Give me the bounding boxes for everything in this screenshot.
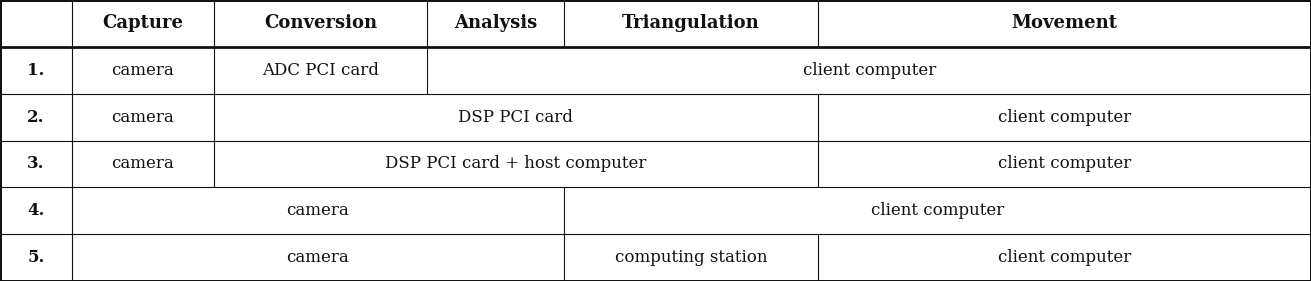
Bar bbox=[427, 0, 564, 47]
Text: 4.: 4. bbox=[28, 202, 45, 219]
Text: 1.: 1. bbox=[28, 62, 45, 79]
Bar bbox=[72, 0, 214, 47]
Text: computing station: computing station bbox=[615, 249, 767, 266]
Text: camera: camera bbox=[111, 62, 174, 79]
Text: client computer: client computer bbox=[802, 62, 936, 79]
Text: client computer: client computer bbox=[998, 249, 1131, 266]
Text: camera: camera bbox=[287, 202, 349, 219]
Bar bbox=[0, 47, 1311, 94]
Bar bbox=[0, 234, 1311, 281]
Bar bbox=[564, 0, 818, 47]
Bar bbox=[214, 0, 427, 47]
Text: camera: camera bbox=[287, 249, 349, 266]
Text: client computer: client computer bbox=[998, 108, 1131, 126]
Bar bbox=[0, 0, 72, 47]
Text: DSP PCI card: DSP PCI card bbox=[459, 108, 573, 126]
Text: camera: camera bbox=[111, 108, 174, 126]
Text: camera: camera bbox=[111, 155, 174, 173]
Text: Capture: Capture bbox=[102, 14, 184, 32]
Text: Analysis: Analysis bbox=[454, 14, 538, 32]
Text: client computer: client computer bbox=[998, 155, 1131, 173]
Bar bbox=[0, 94, 1311, 140]
Text: 5.: 5. bbox=[28, 249, 45, 266]
Text: ADC PCI card: ADC PCI card bbox=[262, 62, 379, 79]
Text: Movement: Movement bbox=[1012, 14, 1117, 32]
Text: 3.: 3. bbox=[28, 155, 45, 173]
Text: Triangulation: Triangulation bbox=[621, 14, 760, 32]
Text: Conversion: Conversion bbox=[264, 14, 378, 32]
Bar bbox=[818, 0, 1311, 47]
Text: 2.: 2. bbox=[28, 108, 45, 126]
Bar bbox=[0, 140, 1311, 187]
Text: DSP PCI card + host computer: DSP PCI card + host computer bbox=[385, 155, 646, 173]
Text: client computer: client computer bbox=[871, 202, 1004, 219]
Bar bbox=[0, 187, 1311, 234]
